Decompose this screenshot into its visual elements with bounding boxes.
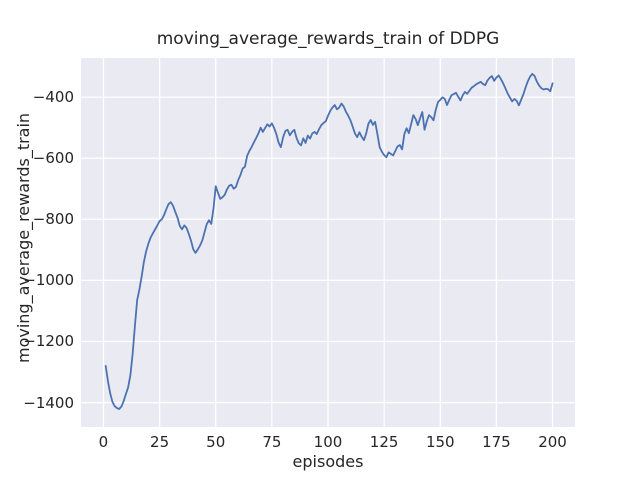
y-tick-label: −1400 [23,393,74,412]
x-tick-label: 150 [425,433,455,451]
x-tick-label: 0 [98,433,109,451]
x-tick-label: 200 [538,433,567,451]
y-tick-label: −600 [32,149,74,168]
x-tick-label: 75 [262,433,282,451]
series-line [104,72,554,410]
x-tick-label: 50 [206,433,226,451]
y-tick-label: −400 [32,88,74,107]
chart-title: moving_average_rewards_train of DDPG [156,29,500,49]
x-tick-label: 25 [150,433,170,451]
y-tick-label: −1200 [23,332,74,351]
y-tick-label: −1000 [23,271,74,290]
y-tick-label: −800 [32,210,74,229]
x-tick-label: 100 [313,433,343,451]
plot-svg [81,58,575,427]
x-tick-label: 175 [482,433,511,451]
x-axis-label: episodes [292,452,364,471]
x-tick-label: 125 [369,433,399,451]
plot-area [81,58,575,427]
